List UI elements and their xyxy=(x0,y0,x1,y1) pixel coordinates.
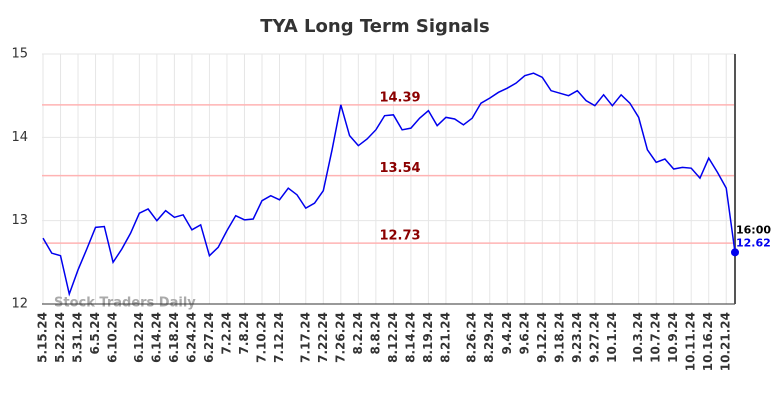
x-tick-label: 6.10.24 xyxy=(106,312,120,363)
x-tick-label: 6.5.24 xyxy=(88,312,102,355)
x-tick-label: 9.18.24 xyxy=(552,312,566,363)
x-tick-label: 10.7.24 xyxy=(649,312,663,363)
x-tick-label: 10.1.24 xyxy=(605,312,619,363)
x-tick-label: 8.21.24 xyxy=(438,312,452,363)
x-tick-label: 6.12.24 xyxy=(132,312,146,363)
x-tick-label: 8.2.24 xyxy=(351,312,365,355)
y-tick-label: 15 xyxy=(11,47,28,62)
x-tick-label: 10.21.24 xyxy=(719,312,733,371)
signal-label: 13.54 xyxy=(379,161,420,176)
x-tick-label: 7.17.24 xyxy=(298,312,312,363)
x-tick-label: 10.9.24 xyxy=(666,312,680,363)
x-tick-label: 7.2.24 xyxy=(219,312,233,355)
x-tick-label: 7.10.24 xyxy=(254,312,268,363)
x-tick-label: 5.31.24 xyxy=(71,312,85,363)
price-line xyxy=(42,72,736,297)
x-tick-label: 5.22.24 xyxy=(53,312,67,363)
chart-title: TYA Long Term Signals xyxy=(260,16,489,37)
x-tick-label: 9.4.24 xyxy=(500,312,514,355)
x-tick-label: 9.27.24 xyxy=(587,312,601,363)
x-tick-label: 10.11.24 xyxy=(684,312,698,371)
y-tick-label: 12 xyxy=(11,297,28,312)
x-tick-label: 6.24.24 xyxy=(184,312,198,363)
x-tick-label: 9.6.24 xyxy=(517,312,531,355)
x-tick-label: 7.26.24 xyxy=(333,312,347,363)
watermark: Stock Traders Daily xyxy=(54,296,196,311)
last-time: 16:00 xyxy=(736,223,771,236)
x-tick-label: 6.27.24 xyxy=(202,312,216,363)
x-tick-label: 10.3.24 xyxy=(631,312,645,363)
signal-label: 12.73 xyxy=(379,229,420,244)
x-tick-label: 9.12.24 xyxy=(535,312,549,363)
last-point xyxy=(731,248,739,257)
x-tick-label: 8.14.24 xyxy=(403,312,417,363)
x-tick-label: 5.15.24 xyxy=(36,312,50,363)
x-tick-label: 7.22.24 xyxy=(316,312,330,363)
x-tick-label: 7.8.24 xyxy=(237,312,251,355)
x-tick-label: 10.16.24 xyxy=(701,312,715,371)
x-tick-label: 8.19.24 xyxy=(421,312,435,363)
x-tick-label: 6.18.24 xyxy=(167,312,181,363)
y-tick-label: 14 xyxy=(11,130,28,145)
x-tick-label: 8.26.24 xyxy=(465,312,479,363)
signal-label: 14.39 xyxy=(379,90,420,105)
x-tick-label: 6.14.24 xyxy=(149,312,163,363)
y-tick-label: 13 xyxy=(11,213,28,228)
x-tick-label: 8.29.24 xyxy=(482,312,496,363)
x-tick-label: 8.12.24 xyxy=(386,312,400,363)
x-tick-label: 9.23.24 xyxy=(570,312,584,363)
last-value: 12.62 xyxy=(736,236,771,249)
x-tick-label: 7.12.24 xyxy=(272,312,286,363)
x-tick-label: 8.8.24 xyxy=(368,312,382,355)
